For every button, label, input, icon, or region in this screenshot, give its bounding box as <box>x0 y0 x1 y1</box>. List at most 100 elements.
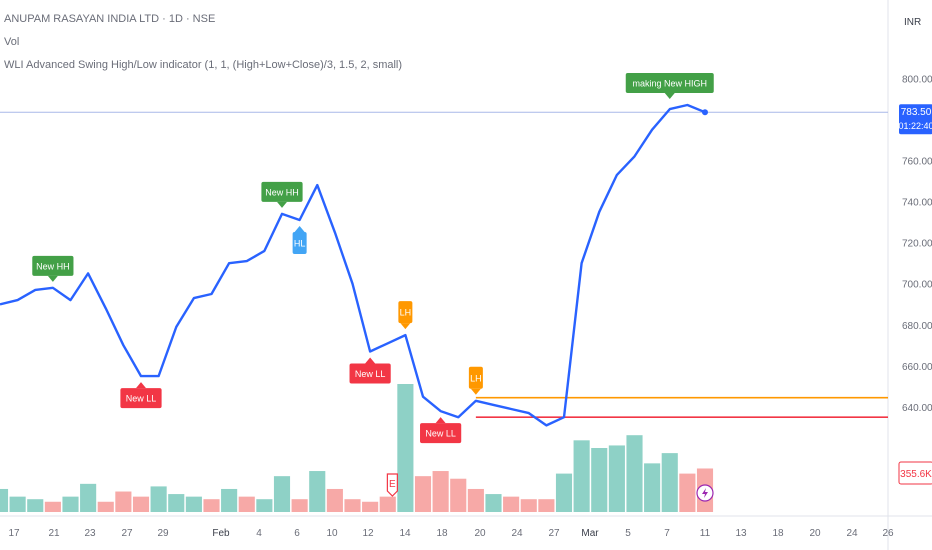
label-pointer <box>470 388 481 395</box>
swing-label-hh[interactable]: making New HIGH <box>625 73 714 100</box>
swing-label-hh[interactable]: New HH <box>32 255 74 282</box>
x-tick-label: 7 <box>664 528 670 539</box>
volume-bar <box>0 488 9 512</box>
label-pointer <box>294 226 305 233</box>
label-text: LH <box>400 308 412 318</box>
volume-bar <box>555 473 573 512</box>
indicator-legend[interactable]: WLI Advanced Swing High/Low indicator (1… <box>4 59 403 71</box>
volume-bar <box>467 488 484 512</box>
volume-bar <box>168 494 185 512</box>
x-tick-label: 11 <box>700 528 711 539</box>
x-tick-label: 13 <box>735 528 747 539</box>
x-tick-label: Mar <box>581 528 599 539</box>
swing-label-ll[interactable]: New LL <box>120 382 162 409</box>
volume-bar <box>397 384 414 512</box>
x-tick-label: 17 <box>8 528 20 539</box>
volume-bar <box>97 501 114 512</box>
x-tick-label: 4 <box>256 528 262 539</box>
current-price-badge[interactable]: 783.50 01:22:40 <box>898 104 932 135</box>
volume-bar <box>344 499 361 512</box>
x-tick-label: 29 <box>157 528 169 539</box>
y-tick-label: 720.00 <box>902 239 932 250</box>
volume-bar <box>62 496 79 512</box>
volume-bar <box>150 486 167 512</box>
x-tick-label: 18 <box>772 528 784 539</box>
label-box <box>292 232 307 255</box>
x-tick-label: Feb <box>212 528 230 539</box>
volume-bar <box>520 499 537 512</box>
volume-bar <box>414 476 432 512</box>
swing-label-lh[interactable]: LH <box>398 301 413 330</box>
label-pointer <box>365 357 376 364</box>
label-pointer <box>47 275 58 282</box>
volume-bar <box>538 499 555 512</box>
price-series-line[interactable] <box>0 103 706 427</box>
label-text: New LL <box>425 429 456 439</box>
x-tick-label: 6 <box>294 528 300 539</box>
y-tick-label: 640.00 <box>902 403 932 414</box>
y-tick-label: 660.00 <box>902 362 932 373</box>
volume-bar <box>309 471 326 512</box>
x-tick-label: 23 <box>84 528 96 539</box>
label-text: making New HIGH <box>632 79 707 89</box>
x-tick-label: 5 <box>625 528 631 539</box>
label-box <box>120 388 162 409</box>
volume-bar <box>679 473 696 512</box>
swing-label-hl[interactable]: HL <box>292 226 307 255</box>
volume-bar <box>326 488 343 512</box>
label-box <box>261 181 303 202</box>
volume-bar <box>591 448 608 512</box>
volume-bar <box>608 445 625 512</box>
label-pointer <box>277 201 287 208</box>
y-tick-label: 700.00 <box>902 280 932 291</box>
volume-badge[interactable]: 355.6K <box>898 461 932 485</box>
currency-label[interactable]: INR <box>904 17 921 28</box>
earnings-marker[interactable]: E <box>386 473 398 497</box>
label-text: LH <box>470 373 482 383</box>
x-tick-label: 20 <box>809 528 821 539</box>
volume-bar <box>432 471 449 512</box>
label-box <box>420 423 462 444</box>
volume-badge-value: 355.6K <box>900 469 932 480</box>
earnings-letter: E <box>389 479 396 490</box>
swing-label-lh[interactable]: LH <box>468 366 483 395</box>
label-box <box>625 73 714 94</box>
volume-bar <box>238 496 255 512</box>
x-tick-label: 14 <box>399 528 411 539</box>
volume-bar <box>485 494 502 512</box>
last-price-dot <box>702 109 708 116</box>
label-text: New LL <box>355 369 386 379</box>
swing-label-ll[interactable]: New LL <box>420 417 462 444</box>
price-badge-value: 783.50 <box>901 107 932 118</box>
volume-legend[interactable]: Vol <box>4 36 20 48</box>
y-tick-label: 680.00 <box>902 321 932 332</box>
volume-bar <box>644 463 661 512</box>
label-pointer <box>136 382 146 389</box>
symbol-title[interactable]: ANUPAM RASAYAN INDIA LTD · 1D · NSE <box>4 13 216 25</box>
x-tick-label: 20 <box>474 528 486 539</box>
x-tick-label: 24 <box>846 528 858 539</box>
label-box <box>398 301 413 324</box>
volume-bar <box>291 499 308 512</box>
volume-bar <box>132 496 150 512</box>
label-box <box>468 366 483 389</box>
x-tick-label: 27 <box>548 528 560 539</box>
volume-bar <box>273 476 291 512</box>
x-tick-label: 21 <box>48 528 60 539</box>
swing-label-hh[interactable]: New HH <box>261 181 303 208</box>
lightning-icon[interactable] <box>696 484 714 502</box>
volume-bar <box>256 499 273 512</box>
volume-bar <box>9 496 26 512</box>
volume-bar <box>573 440 590 512</box>
swing-label-ll[interactable]: New LL <box>349 357 391 384</box>
volume-bar <box>503 496 520 512</box>
y-tick-label: 800.00 <box>902 74 932 85</box>
x-tick-label: 24 <box>511 528 523 539</box>
volume-bar <box>379 496 396 512</box>
y-tick-label: 740.00 <box>902 198 932 209</box>
label-box <box>32 255 74 276</box>
x-tick-label: 26 <box>882 528 894 539</box>
x-tick-label: 10 <box>326 528 338 539</box>
